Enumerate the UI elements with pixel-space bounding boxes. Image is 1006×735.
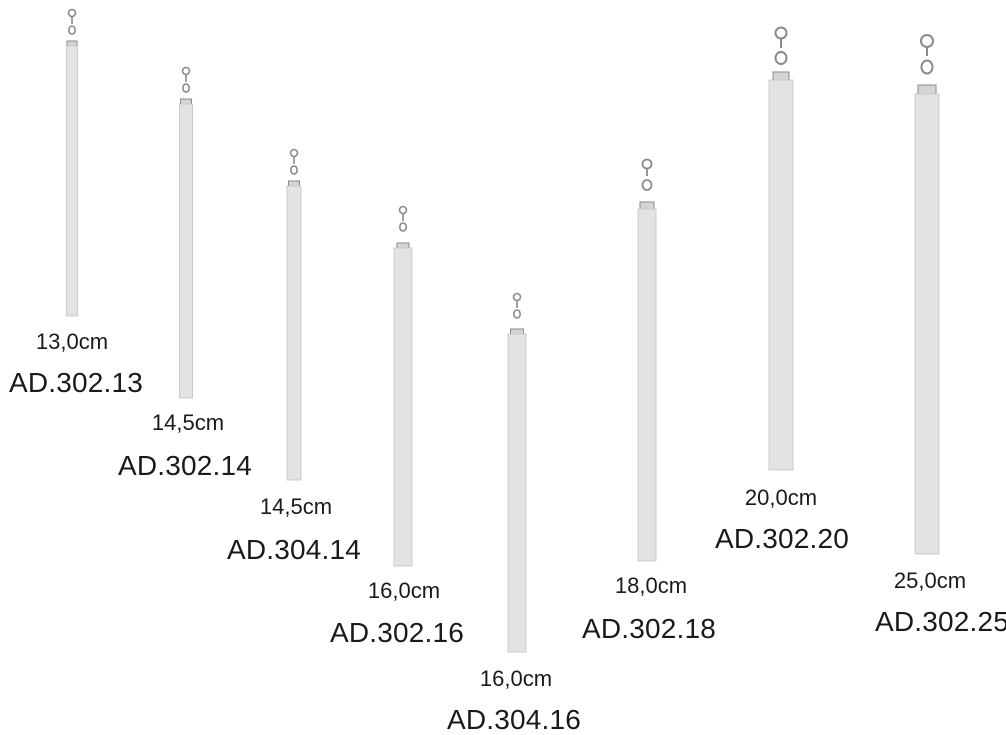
size-label: 14,5cm <box>259 494 333 519</box>
size-label: 14,5cm <box>151 410 225 435</box>
product-code: AD.304.14 <box>226 534 362 565</box>
product-code: AD.302.25 <box>874 606 1006 637</box>
product-code: AD.302.16 <box>329 617 465 648</box>
pendant-rod-image <box>286 148 302 481</box>
product-code: AD.302.14 <box>117 450 253 481</box>
pendant-rod-image <box>768 26 794 471</box>
size-label: 25,0cm <box>893 568 967 593</box>
product-code: AD.302.18 <box>581 613 717 644</box>
size-label: 16,0cm <box>367 578 441 603</box>
pendant-rod-image <box>393 205 413 567</box>
pendant-rod-image <box>66 8 78 317</box>
product-code: AD.304.16 <box>446 704 582 735</box>
pendant-rod-image <box>179 66 193 399</box>
size-label: 16,0cm <box>479 666 553 691</box>
product-code: AD.302.13 <box>8 367 144 398</box>
pendant-rod-image <box>507 292 527 653</box>
size-label: 20,0cm <box>744 485 818 510</box>
pendant-rod-image <box>637 158 657 562</box>
size-label: 18,0cm <box>614 573 688 598</box>
product-code: AD.302.20 <box>714 523 850 554</box>
pendant-rod-image <box>914 34 940 555</box>
size-label: 13,0cm <box>35 329 109 354</box>
